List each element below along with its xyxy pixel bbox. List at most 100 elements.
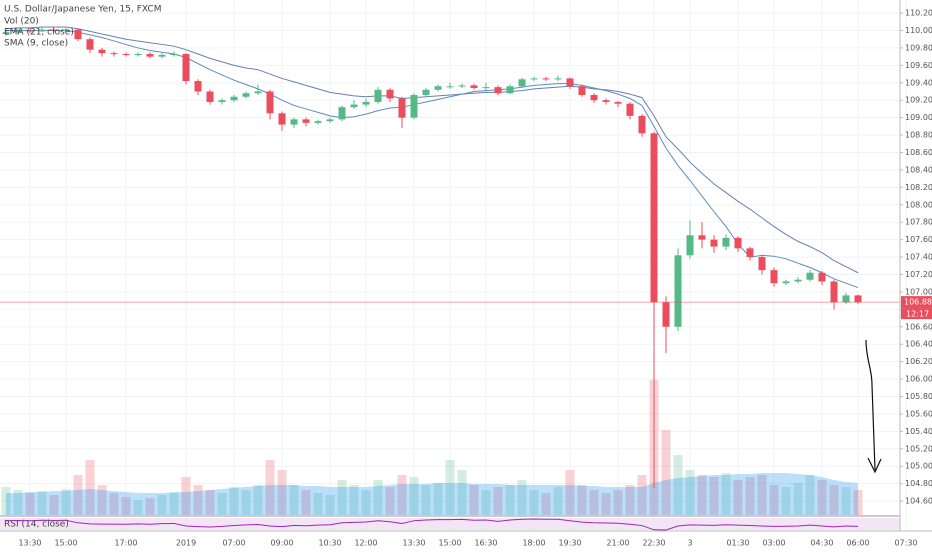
volume-bar xyxy=(613,490,623,515)
candle-body xyxy=(566,78,574,87)
candle-body xyxy=(470,85,478,89)
candle-body xyxy=(14,30,22,33)
candle-body xyxy=(710,239,718,247)
volume-bar xyxy=(205,490,215,515)
indicator-line xyxy=(5,26,859,274)
x-tick-label: 07:00 xyxy=(222,539,245,548)
last-price-badge xyxy=(901,296,932,309)
candle-body xyxy=(674,255,682,327)
y-tick-label: 108.200 xyxy=(905,183,932,192)
candle-body xyxy=(494,87,502,94)
volume-bar xyxy=(25,493,35,515)
volume-bar xyxy=(13,490,23,515)
candle-body xyxy=(734,237,742,249)
y-tick-label: 106.600 xyxy=(905,322,932,331)
volume-bar xyxy=(661,430,671,515)
candle-body xyxy=(530,78,538,80)
volume-bar xyxy=(169,493,179,515)
candle-body xyxy=(26,30,34,32)
volume-bar xyxy=(97,485,107,515)
volume-bar xyxy=(829,485,839,515)
volume-bar xyxy=(481,490,491,515)
volume-bar xyxy=(1,487,11,515)
candle-body xyxy=(554,78,562,80)
y-tick-label: 105.400 xyxy=(905,427,932,436)
candle-body xyxy=(626,103,634,116)
candle-body xyxy=(2,32,10,34)
y-tick-label: 106.200 xyxy=(905,357,932,366)
candle-body xyxy=(686,235,694,256)
candle-body xyxy=(518,79,526,87)
volume-bar xyxy=(301,490,311,515)
volume-bar xyxy=(493,487,503,515)
volume-bar xyxy=(109,493,119,515)
candle-body xyxy=(854,295,862,303)
y-tick-label: 109.200 xyxy=(905,96,932,105)
candle-body xyxy=(434,86,442,90)
volume-bar xyxy=(685,470,695,515)
candle-body xyxy=(134,54,142,56)
volume-bar xyxy=(853,490,863,515)
candle-body xyxy=(650,133,658,303)
candle-body xyxy=(326,119,334,122)
candle-body xyxy=(362,101,370,105)
candle-body xyxy=(62,29,70,31)
candle-body xyxy=(398,98,406,118)
x-tick-label: 15:00 xyxy=(54,539,77,548)
grid xyxy=(0,0,907,531)
x-tick-label: 2019 xyxy=(176,539,196,548)
volume-bar xyxy=(433,483,443,515)
candle-body xyxy=(842,295,850,303)
volume-bar xyxy=(385,487,395,515)
volume-bar xyxy=(421,485,431,515)
candle-body xyxy=(206,91,214,102)
candle-body xyxy=(170,54,178,56)
candle-body xyxy=(698,235,706,240)
candle-body xyxy=(614,101,622,104)
y-tick-label: 110.200 xyxy=(905,9,932,18)
candle-body xyxy=(746,248,754,258)
volume-bar xyxy=(793,483,803,515)
volume-bar xyxy=(529,490,539,515)
volume-bar xyxy=(49,495,59,515)
x-tick-label: 01:30 xyxy=(726,539,749,548)
volume-bar xyxy=(349,485,359,515)
x-tick-label: 3 xyxy=(687,539,692,548)
volume-bar xyxy=(145,498,155,515)
volume-bar xyxy=(757,475,767,515)
volume-bar xyxy=(637,475,647,515)
volume-bar xyxy=(553,487,563,515)
legend-sma: SMA (9, close) xyxy=(4,39,68,49)
volume-bar xyxy=(409,477,419,515)
volume-ma-area xyxy=(6,473,858,515)
volume-bar xyxy=(217,493,227,515)
volume-bar xyxy=(61,489,71,515)
candle-body xyxy=(74,29,82,40)
volume-bar xyxy=(505,485,515,515)
x-tick-label: 13:30 xyxy=(18,539,41,548)
candle-body xyxy=(722,237,730,247)
candle-body xyxy=(818,272,826,282)
candle-body xyxy=(302,119,310,123)
x-tick-label: 17:00 xyxy=(114,539,137,548)
price-layer xyxy=(2,26,862,488)
timer-label: 12:17 xyxy=(906,310,929,319)
legend-volume: Vol (20) xyxy=(4,17,39,27)
chart-title: U.S. Dollar/Japanese Yen, 15, FXCM xyxy=(4,5,161,15)
candle-body xyxy=(110,53,118,55)
candle-body xyxy=(770,270,778,284)
candle-body xyxy=(782,281,790,284)
volume-bar xyxy=(577,485,587,515)
volume-bar xyxy=(229,487,239,515)
y-tick-label: 107.800 xyxy=(905,218,932,227)
candle-body xyxy=(218,100,226,102)
volume-bar xyxy=(73,475,83,515)
y-tick-label: 105.600 xyxy=(905,409,932,418)
candle-body xyxy=(446,86,454,88)
candle-body xyxy=(590,94,598,101)
y-tick-label: 104.800 xyxy=(905,479,932,488)
volume-bar xyxy=(817,480,827,515)
volume-bar xyxy=(313,493,323,515)
volume-bar xyxy=(469,485,479,515)
volume-bar xyxy=(541,493,551,515)
